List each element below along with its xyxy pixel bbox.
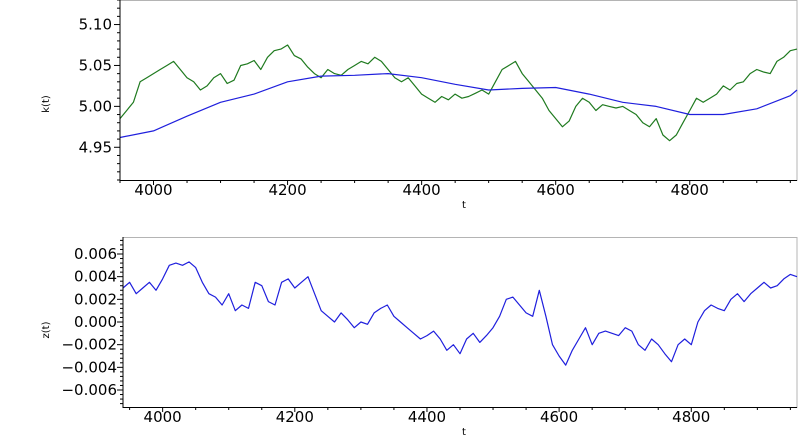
bottom-series-group <box>122 261 798 366</box>
top-x-tick-label: 4000 <box>134 181 172 199</box>
bottom-plot-frame <box>122 237 798 408</box>
top-plot-frame <box>119 0 798 181</box>
top-x-tick-label: 4200 <box>268 181 306 199</box>
top-series-group <box>119 44 798 142</box>
bottom-y-tick-label: 0.000 <box>74 313 117 331</box>
top-y-axis-label: k(t) <box>41 95 52 113</box>
top-y-tick-label: 4.95 <box>79 138 112 156</box>
bottom-x-tick-label: 4400 <box>408 408 446 426</box>
top-y-tick-label: 5.00 <box>79 97 112 115</box>
top-x-tick-label: 4600 <box>537 181 575 199</box>
bottom-y-tick-label: −0.004 <box>61 358 117 376</box>
top-y-tick-label: 5.10 <box>79 16 112 34</box>
bottom-y-tick-label: 0.004 <box>74 268 117 286</box>
top-x-ticks: 4000 4200 4400 4600 4800 <box>119 180 791 199</box>
bottom-y-tick-label: −0.006 <box>61 381 117 399</box>
bottom-x-tick-label: 4000 <box>144 408 182 426</box>
bottom-x-tick-label: 4200 <box>276 408 314 426</box>
top-y-tick-label: 5.05 <box>79 56 112 74</box>
bottom-y-tick-label: 0.002 <box>74 290 117 308</box>
bottom-panel: 4000 4200 4400 4600 4800 −0.006 −0.004 −0.002 0… <box>41 237 798 438</box>
bottom-x-ticks: 4000 4200 4400 4600 4800 <box>129 407 791 426</box>
top-y-ticks: 4.95 5.00 5.05 5.10 <box>79 0 120 181</box>
bottom-x-tick-label: 4600 <box>540 408 578 426</box>
bottom-x-axis-label: t <box>462 427 466 438</box>
bottom-y-tick-label: −0.002 <box>61 336 117 354</box>
top-x-tick-label: 4400 <box>403 181 441 199</box>
top-x-tick-label: 4800 <box>671 181 709 199</box>
bottom-series-line-0 <box>122 261 798 366</box>
bottom-y-ticks: −0.006 −0.004 −0.002 0.000 0.002 0.004 0.006 <box>61 239 123 405</box>
top-series-line-0 <box>119 44 798 142</box>
top-panel: 4000 4200 4400 4600 4800 4.955.005.055.10 t … <box>41 0 798 211</box>
top-series-line-1 <box>119 73 798 139</box>
bottom-y-tick-label: 0.006 <box>74 245 117 263</box>
top-x-axis-label: t <box>462 200 466 211</box>
bottom-x-tick-label: 4800 <box>672 408 710 426</box>
bottom-y-axis-label: z(t) <box>41 321 52 338</box>
